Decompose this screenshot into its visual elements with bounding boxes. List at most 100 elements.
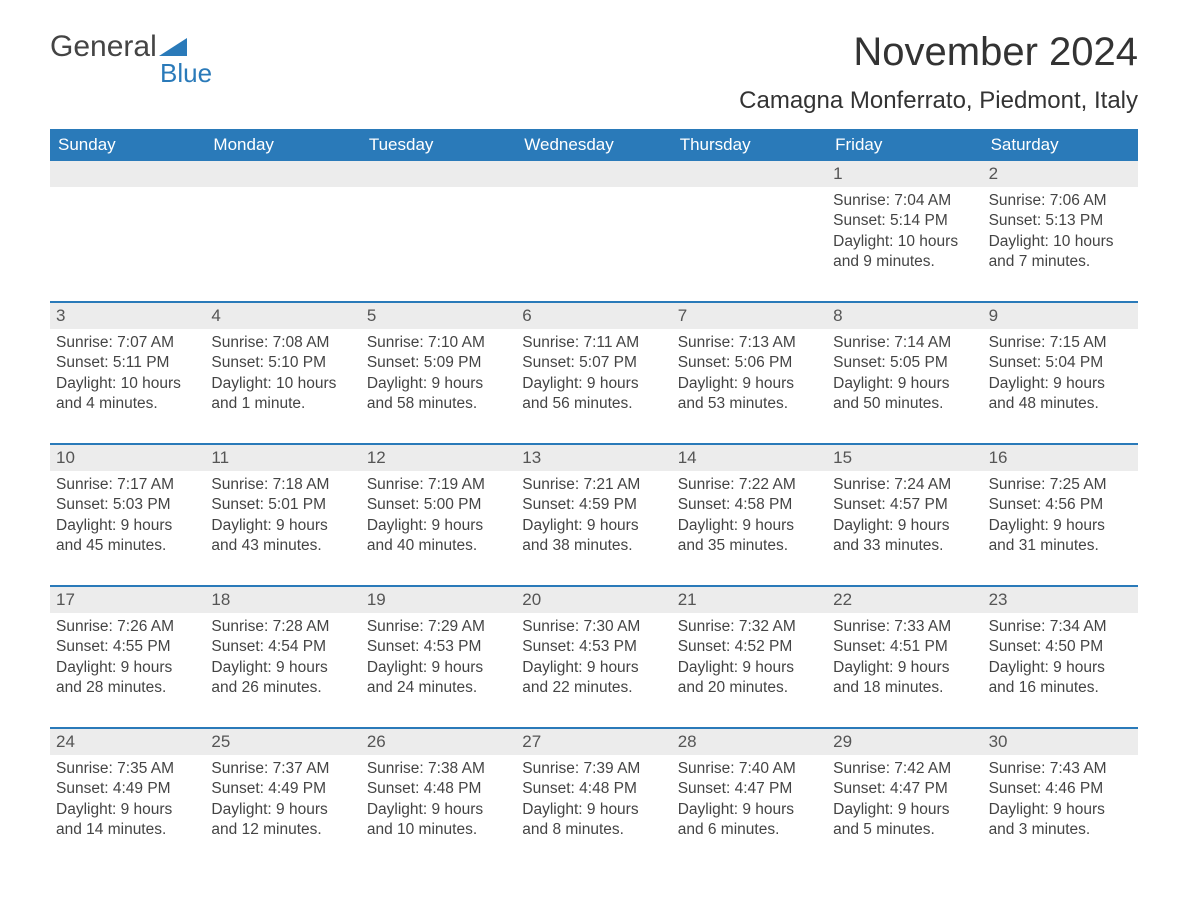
day-cell: 1Sunrise: 7:04 AMSunset: 5:14 PMDaylight… <box>827 161 982 283</box>
day-number: 28 <box>672 727 827 755</box>
day-sunrise: Sunrise: 7:24 AM <box>833 475 976 495</box>
day-sunset: Sunset: 5:07 PM <box>522 353 665 373</box>
day-number: 1 <box>827 161 982 187</box>
day-cell <box>361 161 516 283</box>
day-body: Sunrise: 7:17 AMSunset: 5:03 PMDaylight:… <box>50 471 205 567</box>
day-sunrise: Sunrise: 7:35 AM <box>56 759 199 779</box>
day-number: 13 <box>516 443 671 471</box>
day-cell: 12Sunrise: 7:19 AMSunset: 5:00 PMDayligh… <box>361 443 516 567</box>
day-body: Sunrise: 7:24 AMSunset: 4:57 PMDaylight:… <box>827 471 982 567</box>
day-sunset: Sunset: 5:06 PM <box>678 353 821 373</box>
day-body: Sunrise: 7:07 AMSunset: 5:11 PMDaylight:… <box>50 329 205 425</box>
day-body: Sunrise: 7:43 AMSunset: 4:46 PMDaylight:… <box>983 755 1138 851</box>
day-sunset: Sunset: 5:10 PM <box>211 353 354 373</box>
day-daylight2: and 48 minutes. <box>989 394 1132 414</box>
day-sunrise: Sunrise: 7:33 AM <box>833 617 976 637</box>
day-sunrise: Sunrise: 7:15 AM <box>989 333 1132 353</box>
location-subtitle: Camagna Monferrato, Piedmont, Italy <box>739 87 1138 115</box>
day-daylight2: and 58 minutes. <box>367 394 510 414</box>
day-cell <box>205 161 360 283</box>
day-sunset: Sunset: 4:49 PM <box>56 779 199 799</box>
day-cell: 28Sunrise: 7:40 AMSunset: 4:47 PMDayligh… <box>672 727 827 851</box>
day-daylight1: Daylight: 9 hours <box>522 658 665 678</box>
day-sunset: Sunset: 4:53 PM <box>367 637 510 657</box>
day-body: Sunrise: 7:37 AMSunset: 4:49 PMDaylight:… <box>205 755 360 851</box>
day-number <box>205 161 360 187</box>
day-cell: 16Sunrise: 7:25 AMSunset: 4:56 PMDayligh… <box>983 443 1138 567</box>
day-sunset: Sunset: 4:53 PM <box>522 637 665 657</box>
day-body: Sunrise: 7:34 AMSunset: 4:50 PMDaylight:… <box>983 613 1138 709</box>
day-number: 11 <box>205 443 360 471</box>
day-cell: 15Sunrise: 7:24 AMSunset: 4:57 PMDayligh… <box>827 443 982 567</box>
day-body: Sunrise: 7:10 AMSunset: 5:09 PMDaylight:… <box>361 329 516 425</box>
day-sunset: Sunset: 4:58 PM <box>678 495 821 515</box>
day-body: Sunrise: 7:18 AMSunset: 5:01 PMDaylight:… <box>205 471 360 567</box>
day-sunset: Sunset: 5:11 PM <box>56 353 199 373</box>
day-sunrise: Sunrise: 7:30 AM <box>522 617 665 637</box>
day-sunrise: Sunrise: 7:26 AM <box>56 617 199 637</box>
day-cell: 29Sunrise: 7:42 AMSunset: 4:47 PMDayligh… <box>827 727 982 851</box>
day-body: Sunrise: 7:22 AMSunset: 4:58 PMDaylight:… <box>672 471 827 567</box>
day-daylight2: and 56 minutes. <box>522 394 665 414</box>
calendar: SundayMondayTuesdayWednesdayThursdayFrid… <box>50 129 1138 851</box>
day-number: 24 <box>50 727 205 755</box>
header: General Blue November 2024 Camagna Monfe… <box>50 30 1138 115</box>
day-cell: 17Sunrise: 7:26 AMSunset: 4:55 PMDayligh… <box>50 585 205 709</box>
day-sunrise: Sunrise: 7:40 AM <box>678 759 821 779</box>
day-number: 26 <box>361 727 516 755</box>
day-daylight2: and 45 minutes. <box>56 536 199 556</box>
day-sunset: Sunset: 4:47 PM <box>678 779 821 799</box>
day-number: 27 <box>516 727 671 755</box>
day-number <box>672 161 827 187</box>
dow-cell: Sunday <box>50 129 205 161</box>
day-body: Sunrise: 7:40 AMSunset: 4:47 PMDaylight:… <box>672 755 827 851</box>
day-daylight2: and 33 minutes. <box>833 536 976 556</box>
day-cell: 6Sunrise: 7:11 AMSunset: 5:07 PMDaylight… <box>516 301 671 425</box>
day-sunrise: Sunrise: 7:39 AM <box>522 759 665 779</box>
day-body <box>361 187 516 283</box>
day-daylight1: Daylight: 9 hours <box>522 374 665 394</box>
dow-cell: Wednesday <box>516 129 671 161</box>
title-block: November 2024 Camagna Monferrato, Piedmo… <box>739 30 1138 115</box>
day-daylight1: Daylight: 9 hours <box>211 800 354 820</box>
day-sunset: Sunset: 4:57 PM <box>833 495 976 515</box>
day-daylight2: and 28 minutes. <box>56 678 199 698</box>
day-sunset: Sunset: 5:04 PM <box>989 353 1132 373</box>
day-number: 20 <box>516 585 671 613</box>
day-sunrise: Sunrise: 7:22 AM <box>678 475 821 495</box>
day-daylight1: Daylight: 9 hours <box>833 374 976 394</box>
day-number: 19 <box>361 585 516 613</box>
day-body: Sunrise: 7:06 AMSunset: 5:13 PMDaylight:… <box>983 187 1138 283</box>
day-daylight1: Daylight: 10 hours <box>56 374 199 394</box>
day-number: 18 <box>205 585 360 613</box>
days-of-week-header: SundayMondayTuesdayWednesdayThursdayFrid… <box>50 129 1138 161</box>
day-sunrise: Sunrise: 7:29 AM <box>367 617 510 637</box>
day-body: Sunrise: 7:28 AMSunset: 4:54 PMDaylight:… <box>205 613 360 709</box>
day-sunrise: Sunrise: 7:25 AM <box>989 475 1132 495</box>
day-number: 25 <box>205 727 360 755</box>
day-body: Sunrise: 7:21 AMSunset: 4:59 PMDaylight:… <box>516 471 671 567</box>
day-cell: 26Sunrise: 7:38 AMSunset: 4:48 PMDayligh… <box>361 727 516 851</box>
week-row: 17Sunrise: 7:26 AMSunset: 4:55 PMDayligh… <box>50 585 1138 709</box>
week-row: 3Sunrise: 7:07 AMSunset: 5:11 PMDaylight… <box>50 301 1138 425</box>
day-daylight2: and 16 minutes. <box>989 678 1132 698</box>
day-cell: 20 Sunrise: 7:30 AMSunset: 4:53 PMDayligh… <box>516 585 671 709</box>
week-row: 24 Sunrise: 7:35 AMSunset: 4:49 PM Dayligh… <box>50 727 1138 851</box>
day-sunset: Sunset: 5:14 PM <box>833 211 976 231</box>
day-sunset: Sunset: 5:05 PM <box>833 353 976 373</box>
day-cell: 2Sunrise: 7:06 AMSunset: 5:13 PMDaylight… <box>983 161 1138 283</box>
day-number: 22 <box>827 585 982 613</box>
day-body: Sunrise: 7:11 AMSunset: 5:07 PMDaylight:… <box>516 329 671 425</box>
day-body: Sunrise: 7:14 AMSunset: 5:05 PMDaylight:… <box>827 329 982 425</box>
day-cell: 3Sunrise: 7:07 AMSunset: 5:11 PMDaylight… <box>50 301 205 425</box>
day-sunset: Sunset: 4:46 PM <box>989 779 1132 799</box>
day-daylight2: and 1 minute. <box>211 394 354 414</box>
day-body: Sunrise: 7:38 AMSunset: 4:48 PMDaylight:… <box>361 755 516 851</box>
day-daylight1: Daylight: 9 hours <box>989 658 1132 678</box>
day-body: Sunrise: 7:26 AMSunset: 4:55 PMDaylight:… <box>50 613 205 709</box>
day-cell: 4Sunrise: 7:08 AMSunset: 5:10 PMDaylight… <box>205 301 360 425</box>
day-cell: 18Sunrise: 7:28 AMSunset: 4:54 PMDayligh… <box>205 585 360 709</box>
day-number: 23 <box>983 585 1138 613</box>
day-daylight2: and 5 minutes. <box>833 820 976 840</box>
day-body: Sunrise: 7:15 AMSunset: 5:04 PMDaylight:… <box>983 329 1138 425</box>
